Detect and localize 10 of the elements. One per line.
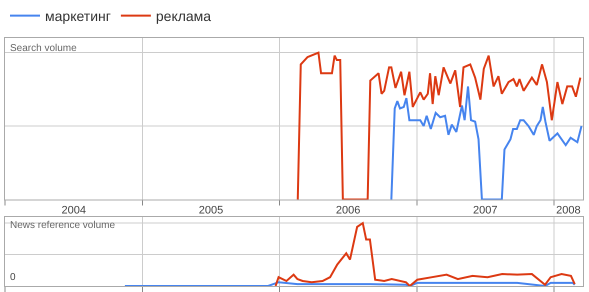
chart-title: News reference volume	[10, 220, 116, 231]
x-tick-label: 2007	[473, 204, 498, 217]
legend-label: маркетинг	[45, 8, 111, 24]
x-tick-label: 2004	[62, 204, 86, 217]
annotation: 0	[10, 272, 16, 283]
legend-label: реклама	[156, 8, 212, 24]
chart-title: Search volume	[10, 43, 78, 54]
x-tick-label: 2006	[336, 204, 360, 217]
x-tick-label: 2005	[198, 204, 224, 217]
x-tick-label: 2008	[556, 204, 581, 217]
